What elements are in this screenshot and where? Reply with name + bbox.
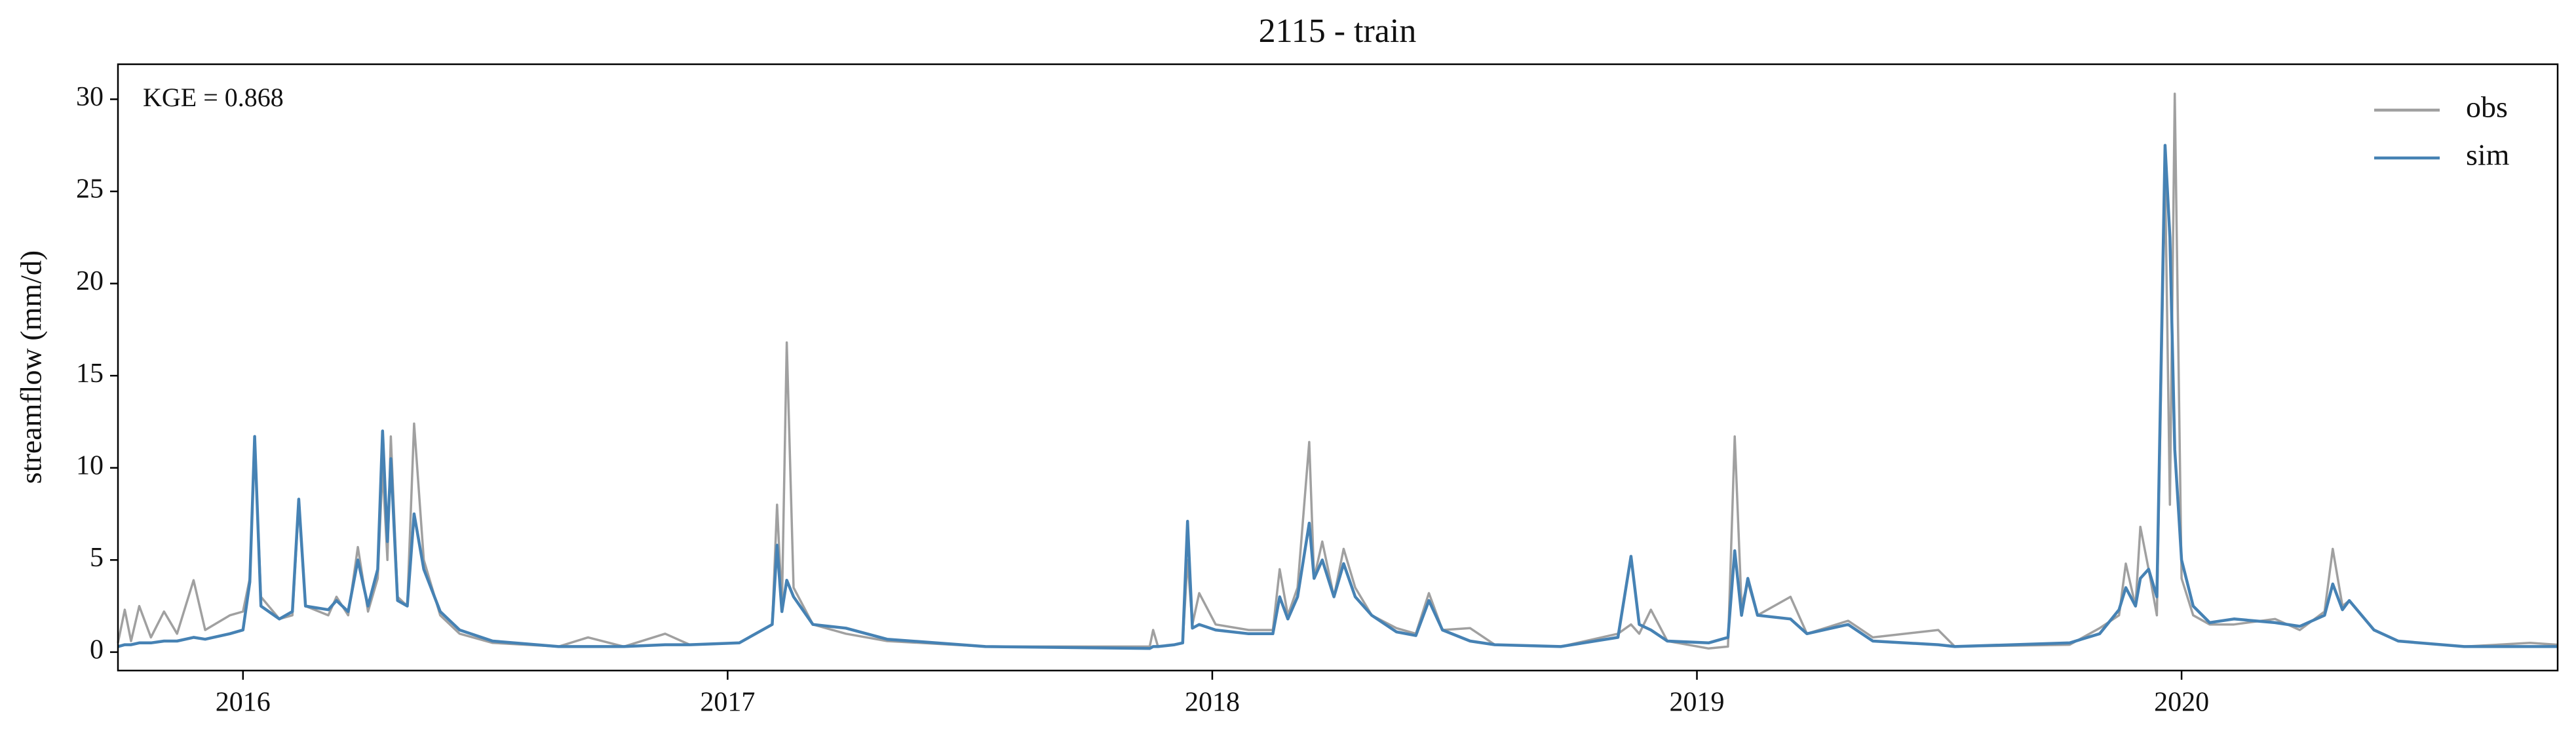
annotation: KGE = 0.868 — [143, 83, 284, 112]
legend-label: sim — [2466, 138, 2510, 172]
x-tick-label: 2016 — [216, 688, 271, 718]
x-tick-label: 2017 — [700, 688, 755, 718]
chart-title: 2115 - train — [1259, 12, 1417, 50]
legend-label: obs — [2466, 90, 2508, 124]
y-axis-label: streamflow (mm/d) — [14, 250, 48, 484]
y-tick-label: 0 — [90, 635, 104, 665]
y-tick-label: 5 — [90, 543, 104, 573]
series-line — [117, 144, 2558, 650]
series-line — [117, 92, 2558, 650]
x-tick-label: 2020 — [2154, 688, 2209, 718]
y-tick-label: 15 — [76, 359, 104, 389]
y-tick-label: 10 — [76, 450, 104, 480]
y-tick-label: 20 — [76, 266, 104, 296]
x-tick-label: 2018 — [1185, 688, 1240, 718]
plot-frame — [117, 63, 2559, 672]
y-tick-label: 30 — [76, 82, 104, 112]
x-tick-label: 2019 — [1670, 688, 1725, 718]
y-tick-label: 25 — [76, 174, 104, 205]
